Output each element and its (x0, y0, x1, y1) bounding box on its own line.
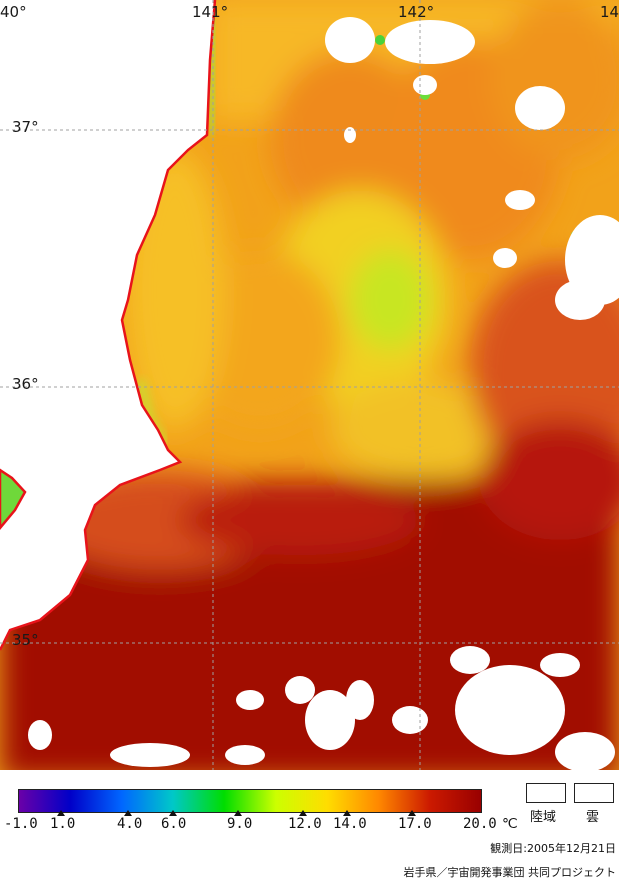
tick-mark (299, 810, 307, 816)
tick-label: 9.0 (227, 816, 253, 832)
land-key-label: 陸域 (530, 810, 557, 825)
tick-label: -1.0 (4, 816, 38, 832)
tick-label: 20.0 (463, 816, 497, 832)
credit-text: 岩手県／宇宙開発事業団 共同プロジェクト (403, 866, 617, 879)
tick-label: 1.0 (50, 816, 76, 832)
longitude-label-142: 142° (398, 3, 435, 21)
unit-label: ℃ (502, 816, 518, 832)
latitude-label-36: 36° (12, 375, 39, 393)
longitude-label-140: 40° (0, 3, 27, 21)
tick-label: 14.0 (333, 816, 367, 832)
cloud-key-label: 雲 (586, 810, 600, 825)
tick-label: 4.0 (117, 816, 143, 832)
latitude-label-35: 35° (12, 631, 39, 649)
cloud-key-swatch (574, 783, 614, 803)
observation-date: 観測日:2005年12月21日 (490, 842, 616, 855)
tick-mark (408, 810, 416, 816)
tick-mark (169, 810, 177, 816)
tick-mark (57, 810, 65, 816)
tick-label: 6.0 (161, 816, 187, 832)
temperature-color-scale (18, 789, 482, 813)
land-key-swatch (526, 783, 566, 803)
longitude-label-141: 141° (192, 3, 229, 21)
tick-label: 12.0 (288, 816, 322, 832)
tick-mark (343, 810, 351, 816)
longitude-label-143: 14 (600, 3, 619, 21)
latitude-label-37: 37° (12, 118, 39, 136)
tick-mark (234, 810, 242, 816)
sea-surface-temperature-map (0, 0, 619, 770)
tick-label: 17.0 (398, 816, 432, 832)
tick-mark (124, 810, 132, 816)
